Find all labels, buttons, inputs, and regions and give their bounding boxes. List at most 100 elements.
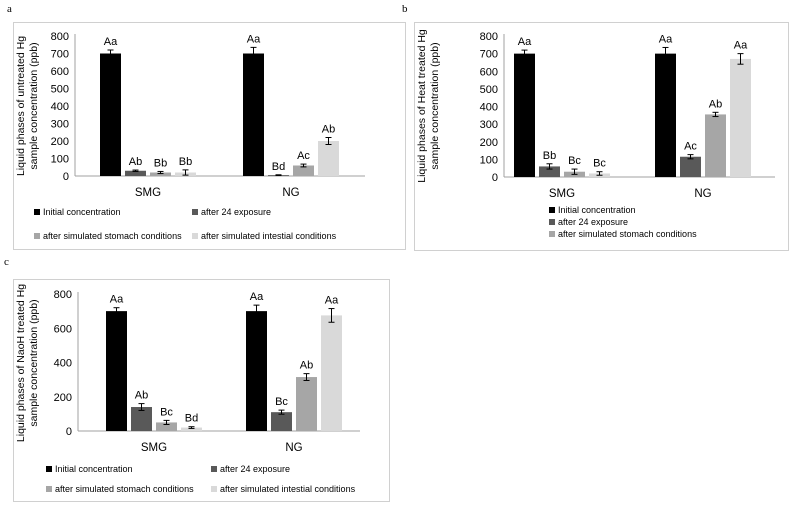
y-tick-label: 800 [51, 31, 69, 43]
legend-entry: Initial concentration [558, 205, 636, 215]
legend-entry: after simulated intestial conditions [201, 231, 337, 241]
y-tick-label: 200 [480, 137, 498, 149]
legend-entry: after simulated stomach conditions [558, 229, 697, 239]
chart-panel-a: a 0 100 200 300 400 500 600 700 800 Aa Ab Bb Bb SMG Aa B… [7, 3, 406, 250]
data-label: Ac [684, 141, 697, 153]
data-label: Bd [185, 413, 198, 425]
legend-entry: Initial concentration [55, 464, 133, 474]
bar-b-smg-s2 [539, 166, 560, 177]
y-axis-label: Liquid phases of NaoH treated Hgsample c… [15, 284, 40, 442]
panel-letter: a [7, 3, 12, 15]
y-tick-label: 200 [54, 392, 72, 404]
bar-c-ng-s2 [271, 412, 292, 431]
x-category-label: SMG [549, 188, 575, 200]
panel-letter: c [4, 256, 9, 268]
legend-swatch [192, 209, 198, 215]
y-tick-label: 600 [54, 323, 72, 335]
y-axis-label-line1: Liquid phases of untreated Hg [15, 36, 27, 176]
y-tick-label: 500 [480, 84, 498, 96]
bar-b-smg-s1 [514, 53, 535, 177]
data-label: Aa [250, 291, 264, 303]
bar-a-ng-s1 [243, 53, 264, 176]
chart-panel-b: b 0 100 200 300 400 500 600 700 800 Aa Bb Bc Bc SMG Aa A… [402, 3, 789, 251]
chart-panel-c: c 0 200 400 600 800 Aa Ab Bc Bd SMG Aa Bc Ab Aa NG Liqui… [4, 256, 390, 502]
data-label: Ac [297, 150, 310, 162]
y-tick-label: 600 [51, 66, 69, 78]
bar-b-ng-s4 [730, 58, 751, 177]
legend-entry: after simulated stomach conditions [43, 231, 182, 241]
bar-c-ng-s3 [296, 377, 317, 431]
y-tick-label: 800 [480, 31, 498, 43]
y-axis-label-line2: sample concentration (ppb) [28, 299, 40, 426]
y-axis-label: Liquid phases of Heat treated Hgsample c… [416, 29, 441, 183]
bar-c-ng-s4 [321, 315, 342, 431]
y-tick-label: 400 [480, 102, 498, 114]
panel-frame [13, 279, 390, 502]
data-label: Aa [104, 36, 118, 48]
legend-swatch [211, 466, 217, 472]
legend-swatch [549, 231, 555, 237]
y-tick-label: 400 [54, 358, 72, 370]
x-category-label: NG [282, 187, 299, 199]
y-tick-label: 600 [480, 66, 498, 78]
y-tick-label: 300 [480, 119, 498, 131]
legend-entry: Initial concentration [43, 207, 121, 217]
data-label: Aa [247, 33, 261, 45]
legend-swatch [549, 219, 555, 225]
legend-swatch [549, 207, 555, 213]
y-tick-label: 700 [480, 49, 498, 61]
legend-swatch [211, 486, 217, 492]
y-tick-label: 800 [54, 289, 72, 301]
legend-entry: after 24 exposure [220, 464, 290, 474]
y-tick-label: 0 [63, 171, 69, 183]
y-tick-label: 300 [51, 119, 69, 131]
bar-a-smg-s2 [125, 170, 146, 176]
y-axis-label-line2: sample concentration (ppb) [28, 42, 40, 169]
data-label: Bb [543, 150, 556, 162]
data-label: Aa [659, 33, 673, 45]
x-category-label: NG [694, 188, 711, 200]
y-axis-label-line2: sample concentration (ppb) [429, 42, 441, 169]
x-category-label: SMG [141, 442, 167, 454]
panel-letter: b [402, 3, 408, 15]
y-tick-label: 0 [492, 172, 498, 184]
bar-c-smg-s1 [106, 311, 127, 431]
y-tick-label: 500 [51, 84, 69, 96]
bar-a-smg-s1 [100, 53, 121, 176]
bar-b-ng-s3 [705, 114, 726, 177]
y-tick-label: 200 [51, 136, 69, 148]
data-label: Aa [325, 295, 339, 307]
data-label: Ab [135, 390, 148, 402]
legend-swatch [34, 209, 40, 215]
legend-swatch [192, 233, 198, 239]
bar-c-ng-s1 [246, 311, 267, 431]
data-label: Ab [322, 124, 335, 136]
legend-entry: after 24 exposure [558, 217, 628, 227]
legend-entry: after simulated intestial conditions [220, 484, 356, 494]
bar-b-ng-s1 [655, 53, 676, 177]
y-tick-label: 100 [51, 154, 69, 166]
y-axis-label-line1: Liquid phases of Heat treated Hg [416, 29, 428, 183]
legend-swatch [34, 233, 40, 239]
y-axis-label-line1: Liquid phases of NaoH treated Hg [15, 284, 27, 442]
data-label: Bc [568, 155, 581, 167]
data-label: Bc [593, 158, 606, 170]
legend-swatch [46, 466, 52, 472]
legend-entry: after simulated stomach conditions [55, 484, 194, 494]
bar-c-smg-s3 [156, 422, 177, 431]
legend-swatch [46, 486, 52, 492]
y-tick-label: 400 [51, 101, 69, 113]
bar-a-ng-s3 [293, 165, 314, 176]
data-label: Bb [154, 157, 167, 169]
data-label: Bc [275, 396, 288, 408]
bar-c-smg-s2 [131, 407, 152, 431]
data-label: Bc [160, 406, 173, 418]
data-label: Bb [179, 156, 192, 168]
y-tick-label: 0 [66, 426, 72, 438]
legend-entry: after 24 exposure [201, 207, 271, 217]
panel-frame [13, 22, 406, 250]
x-category-label: SMG [135, 187, 161, 199]
data-label: Ab [709, 98, 722, 110]
data-label: Bd [272, 161, 285, 173]
